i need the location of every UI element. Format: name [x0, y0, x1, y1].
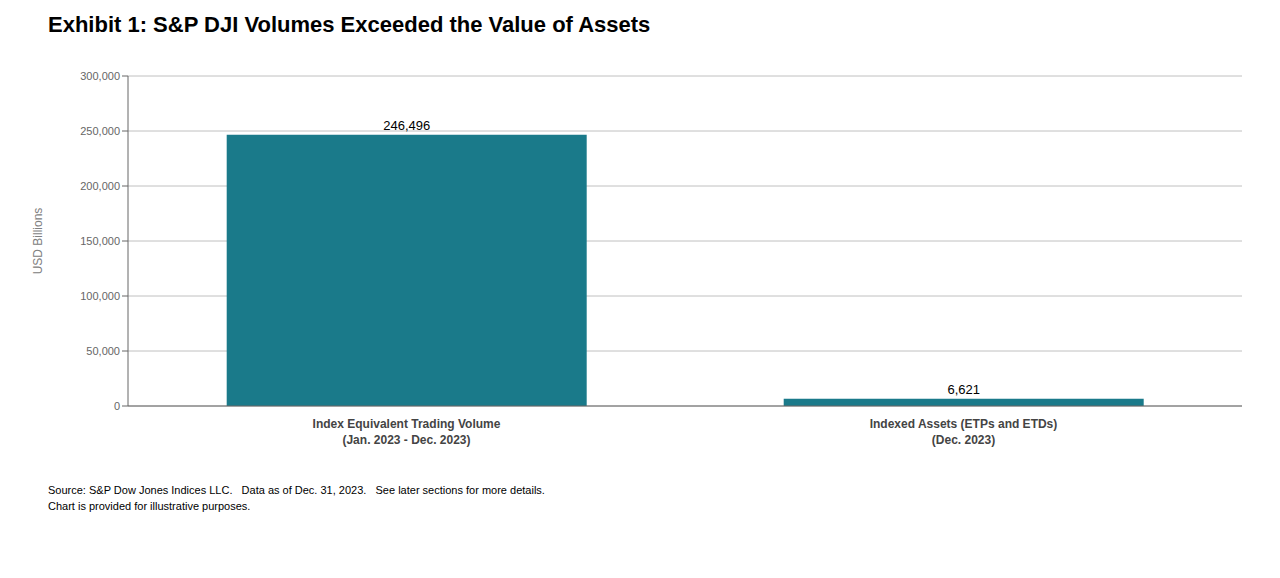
svg-text:200,000: 200,000	[80, 180, 120, 192]
html-text:Chart is provided for illustra: Chart is provided for illustrative purpo…	[48, 500, 251, 512]
svg-text:246,496: 246,496	[383, 118, 430, 133]
html-text:Exhibit 1: S&P DJI Volumes Exc: Exhibit 1: S&P DJI Volumes Exceeded the …	[48, 12, 651, 37]
svg-text:Indexed Assets (ETPs and ETDs): Indexed Assets (ETPs and ETDs)(Dec. 2023…	[870, 417, 1058, 447]
svg-text:USD Billions: USD Billions	[31, 208, 45, 275]
svg-text:0: 0	[114, 400, 120, 412]
svg-text:250,000: 250,000	[80, 125, 120, 137]
svg-text:50,000: 50,000	[86, 345, 120, 357]
svg-text:300,000: 300,000	[80, 70, 120, 82]
svg-text:150,000: 150,000	[80, 235, 120, 247]
svg-text:Index Equivalent Trading Volum: Index Equivalent Trading Volume(Jan. 202…	[313, 417, 501, 447]
svg-text:100,000: 100,000	[80, 290, 120, 302]
html-text:Source: S&P Dow Jones Indices: Source: S&P Dow Jones Indices LLC. Data …	[48, 484, 545, 496]
svg-text:6,621: 6,621	[947, 382, 980, 397]
